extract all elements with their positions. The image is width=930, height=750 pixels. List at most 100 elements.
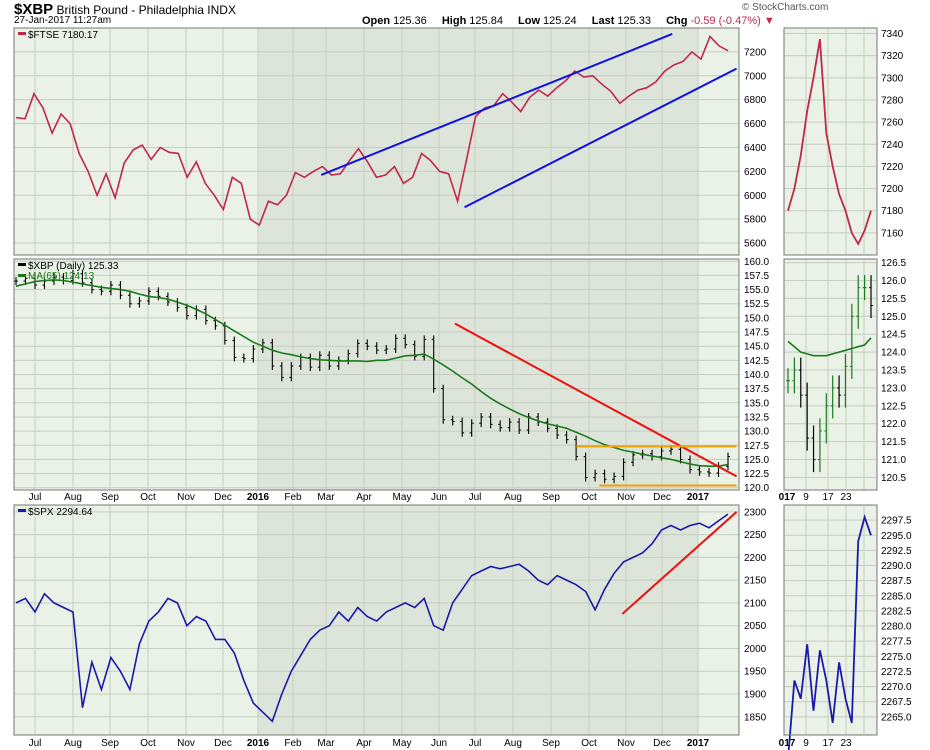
xbp-zoom-y-tick-label: 123.5	[881, 366, 906, 377]
spx-x-tick-label: Sep	[101, 738, 119, 749]
xbp-y-tick-label: 135.0	[744, 398, 769, 409]
xbp-x-tick-label: 2017	[687, 492, 710, 503]
xbp-y-tick-label: 152.5	[744, 299, 769, 310]
open-value: 125.36	[393, 15, 427, 27]
xbp-zoom-y-tick-label: 124.5	[881, 330, 906, 341]
xbp-y-tick-label: 150.0	[744, 313, 769, 324]
spx-x-tick-label: May	[393, 738, 412, 749]
spx-zoom-x-tick-label: 23	[840, 738, 852, 749]
spx-zoom-x-tick-label: 17	[822, 738, 834, 749]
ftse-y-tick-label: 6000	[744, 191, 767, 202]
spx-x-tick-label: Jul	[469, 738, 482, 749]
xbp-x-tick-label: May	[393, 492, 412, 503]
ftse-zoom-y-tick-label: 7320	[881, 51, 904, 62]
spx-zoom-y-tick-label: 2280.0	[881, 622, 912, 633]
xbp-zoom-x-tick-label: 17	[822, 492, 834, 503]
ftse-year-shade	[258, 28, 698, 255]
spx-zoom-y-tick-label: 2277.5	[881, 637, 912, 648]
xbp-zoom-bg	[784, 259, 877, 490]
spx-zoom-y-tick-label: 2267.5	[881, 697, 912, 708]
spx-x-tick-label: Nov	[617, 738, 635, 749]
xbp-y-tick-label: 122.5	[744, 469, 769, 480]
spx-zoom-y-tick-label: 2292.5	[881, 546, 912, 557]
spx-x-tick-label: Aug	[64, 738, 82, 749]
low-label: Low	[518, 15, 541, 27]
xbp-ma-legend: MA(65) 124.13	[28, 271, 95, 282]
xbp-y-tick-label: 120.0	[744, 483, 769, 494]
spx-x-tick-label: 2017	[687, 738, 710, 749]
spx-x-tick-label: Mar	[317, 738, 335, 749]
spx-zoom-line	[787, 514, 872, 750]
xbp-zoom-y-tick-label: 123.0	[881, 383, 906, 394]
spx-zoom-y-tick-label: 2295.0	[881, 531, 912, 542]
spx-zoom-x-tick-label: 017	[779, 738, 796, 749]
spx-y-tick-label: 1850	[744, 712, 767, 723]
spx-zoom-border	[783, 504, 878, 736]
spx-x-tick-label: Jul	[29, 738, 42, 749]
ftse-zoom-y-tick-label: 7340	[881, 29, 904, 40]
xbp-zoom-y-tick-label: 122.0	[881, 419, 906, 430]
ftse-zoom-bg	[784, 28, 877, 255]
ftse-y-tick-label: 7000	[744, 71, 767, 82]
spx-x-tick-label: Aug	[504, 738, 522, 749]
spx-zoom-y-tick-label: 2265.0	[881, 712, 912, 723]
xbp-x-tick-label: Oct	[140, 492, 156, 503]
xbp-y-tick-label: 145.0	[744, 342, 769, 353]
xbp-y-tick-label: 130.0	[744, 427, 769, 438]
ftse-zoom-y-tick-label: 7280	[881, 95, 904, 106]
xbp-zoom-x-tick-label: 9	[803, 492, 809, 503]
instrument-name: British Pound - Philadelphia	[56, 3, 204, 17]
xbp-zoom-x-tick-label: 017	[779, 492, 796, 503]
ftse-zoom-y-tick-label: 7160	[881, 228, 904, 239]
low-value: 125.24	[543, 15, 577, 27]
spx-y-tick-label: 2300	[744, 507, 767, 518]
spx-y-tick-label: 1900	[744, 690, 767, 701]
xbp-zoom-y-tick-label: 124.0	[881, 348, 906, 359]
xbp-zoom-y-tick-label: 121.5	[881, 437, 906, 448]
xbp-y-tick-label: 160.0	[744, 257, 769, 268]
ftse-zoom-y-tick-label: 7220	[881, 162, 904, 173]
xbp-x-tick-label: Aug	[64, 492, 82, 503]
xbp-y-tick-label: 142.5	[744, 356, 769, 367]
xbp-x-tick-label: Apr	[356, 492, 372, 503]
xbp-x-tick-label: Aug	[504, 492, 522, 503]
symbol: $XBP	[14, 1, 54, 18]
xbp-x-tick-label: Sep	[542, 492, 560, 503]
ftse-y-tick-label: 6200	[744, 167, 767, 178]
xbp-zoom-y-tick-label: 126.5	[881, 258, 906, 269]
ftse-trendline	[464, 67, 738, 209]
xbp-zoom-y-tick-label: 126.0	[881, 276, 906, 287]
xbp-zoom-ma-line	[787, 337, 872, 357]
chg-label: Chg	[666, 15, 688, 27]
xbp-trendline	[454, 322, 738, 478]
high-label: High	[441, 15, 467, 27]
spx-zoom-y-tick-label: 2275.0	[881, 652, 912, 663]
spx-zoom-x-tick-label: 9	[803, 738, 809, 749]
xbp-x-tick-label: Feb	[284, 492, 302, 503]
spx-x-tick-label: Feb	[284, 738, 302, 749]
spx-zoom-y-tick-label: 2285.0	[881, 591, 912, 602]
ftse-zoom-border	[783, 27, 878, 256]
xbp-panel-border	[13, 258, 740, 491]
ftse-trendline	[320, 33, 673, 176]
spx-x-tick-label: Sep	[542, 738, 560, 749]
exchange: INDX	[207, 3, 236, 17]
spx-y-tick-label: 2000	[744, 644, 767, 655]
xbp-x-tick-label: Jul	[469, 492, 482, 503]
spx-panel-border	[13, 504, 740, 736]
spx-zoom-y-tick-label: 2290.0	[881, 561, 912, 572]
ftse-zoom-y-tick-label: 7240	[881, 140, 904, 151]
xbp-y-tick-label: 137.5	[744, 384, 769, 395]
ftse-zoom-y-tick-label: 7300	[881, 73, 904, 84]
open-label: Open	[362, 15, 391, 27]
spx-legend: $SPX 2294.64	[28, 507, 93, 518]
high-value: 125.84	[469, 15, 503, 27]
chg-value: -0.59 (-0.47%)	[690, 15, 761, 27]
xbp-zoom-y-tick-label: 120.5	[881, 473, 906, 484]
spx-y-tick-label: 2250	[744, 530, 767, 541]
ftse-y-tick-label: 5600	[744, 239, 767, 250]
quote-summary: Open 125.36 High 125.84 Low 125.24 Last 125.…	[362, 15, 775, 27]
spx-zoom-y-tick-label: 2272.5	[881, 667, 912, 678]
last-label: Last	[591, 15, 615, 27]
xbp-zoom-y-tick-label: 125.5	[881, 294, 906, 305]
